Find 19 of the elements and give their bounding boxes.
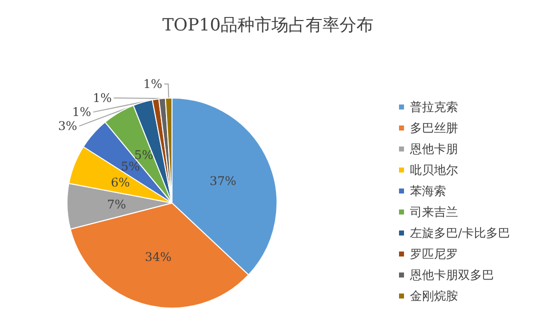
legend-label: 苯海索 <box>410 184 446 198</box>
legend-label: 普拉克索 <box>410 100 458 114</box>
legend-label: 左旋多巴/卡比多巴 <box>410 226 510 240</box>
data-label: 1% <box>143 77 162 92</box>
data-label: 1% <box>92 91 112 106</box>
data-label: 34% <box>144 250 172 264</box>
data-label: 6% <box>110 176 130 190</box>
legend-label: 恩他卡朋双多巴 <box>409 268 494 282</box>
legend-label: 司来吉兰 <box>410 205 458 219</box>
legend-label: 恩他卡朋 <box>409 142 458 156</box>
chart-title: TOP10品种市场占有率分布 <box>162 16 374 36</box>
data-label: 7% <box>107 198 126 212</box>
legend-label: 罗匹尼罗 <box>410 247 458 261</box>
legend-label: 吡贝地尔 <box>410 163 458 177</box>
data-label: 1% <box>72 105 92 120</box>
legend-label: 金刚烷胺 <box>410 289 458 303</box>
legend-label: 多巴丝肼 <box>410 121 458 135</box>
data-label: 3% <box>58 119 78 134</box>
data-label: 37% <box>210 174 236 188</box>
